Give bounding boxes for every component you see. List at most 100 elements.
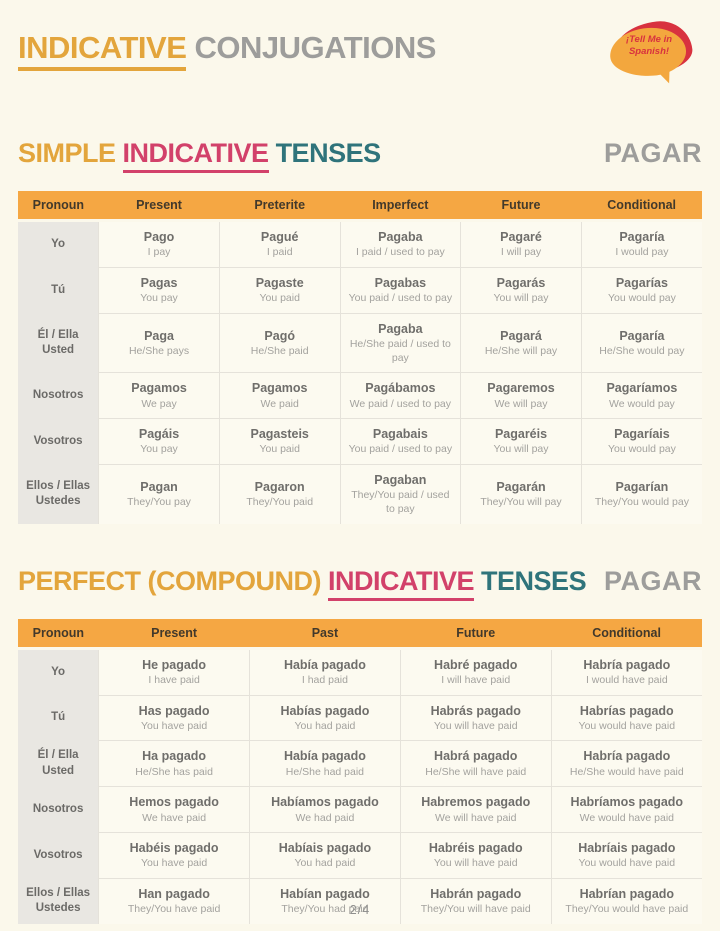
- translation-text: I will have paid: [441, 673, 511, 686]
- table-row: Él / Ella Usted Paga He/She pays Pagó He/She …: [18, 312, 702, 374]
- conjugation-cell: He pagado I have paid: [98, 648, 251, 696]
- translation-text: You pay: [140, 443, 178, 456]
- section-heading-part: INDICATIVE: [328, 566, 475, 601]
- translation-text: We paid: [260, 397, 299, 410]
- conjugation-cell: Habremos pagado We will have paid: [399, 786, 552, 834]
- translation-text: I would have paid: [585, 673, 668, 686]
- conjugation-text: Pagará: [500, 328, 542, 343]
- translation-text: They/You paid: [246, 496, 314, 509]
- conjugation-text: Pagamos: [131, 381, 187, 396]
- translation-text: You paid / used to pay: [348, 292, 453, 305]
- translation-text: They/You will pay: [480, 496, 562, 509]
- table-row: Yo He pagado I have paid Había pagado I had …: [18, 648, 702, 696]
- conjugation-cell: Pagaríais You would pay: [580, 418, 702, 466]
- conjugation-cell: Habría pagado I would have paid: [550, 648, 702, 696]
- conjugation-cell: Pagará He/She will pay: [460, 312, 582, 374]
- conjugation-cell: Habrás pagado You will have paid: [399, 694, 552, 742]
- conjugation-text: Pagaría: [619, 230, 665, 244]
- conjugation-text: Pagarán: [496, 479, 546, 494]
- conjugation-text: Habréis pagado: [428, 841, 523, 856]
- column-header: Future: [460, 191, 582, 222]
- translation-text: We have paid: [142, 811, 207, 824]
- translation-text: You would have paid: [578, 719, 676, 732]
- conjugation-text: Habrá pagado: [434, 749, 518, 764]
- conjugation-cell: Pagaba He/She paid / used to pay: [339, 312, 462, 374]
- translation-text: You had paid: [294, 719, 356, 732]
- conjugation-cell: Habrían pagado They/You would have paid: [550, 878, 702, 924]
- translation-text: You pay: [140, 292, 178, 305]
- logo-text: ¡Tell Me in Spanish!: [614, 34, 684, 58]
- translation-text: You paid: [259, 443, 300, 456]
- translation-text: He/She has paid: [135, 765, 213, 778]
- conjugation-text: Habían pagado: [280, 887, 370, 902]
- pronoun-line: Ellos / Ellas: [26, 479, 91, 492]
- table-row: Vosotros Pagáis You pay Pagasteis You paid Pa…: [18, 418, 702, 466]
- simple-tenses-section: SIMPLE INDICATIVE TENSES PAGAR Pronoun Pr…: [14, 138, 706, 524]
- conjugation-text: Habéis pagado: [129, 841, 219, 856]
- verb-label: PAGAR: [603, 565, 702, 596]
- conjugation-text: Pagábamos: [365, 381, 436, 396]
- conjugation-text: Pagarían: [615, 479, 669, 494]
- section-heading-part: PERFECT (COMPOUND): [18, 565, 322, 596]
- table-row: Tú Has pagado You have paid Habías pagado Yo…: [18, 694, 702, 742]
- conjugation-cell: Pagarías You would pay: [580, 266, 702, 314]
- conjugation-text: Pagarás: [496, 275, 546, 290]
- conjugation-text: Habrás pagado: [430, 703, 521, 718]
- conjugation-text: Pagabais: [372, 427, 428, 442]
- conjugation-cell: Pagaremos We will pay: [460, 372, 582, 420]
- conjugation-text: Habías pagado: [280, 703, 370, 718]
- translation-text: He/She paid / used to pay: [349, 338, 451, 364]
- table-header: Pronoun Present Preterite Imperfect Future Co…: [18, 191, 702, 222]
- translation-text: You would pay: [607, 443, 676, 456]
- page-title-part: INDICATIVE: [18, 30, 187, 71]
- pronoun-line: Ustedes: [35, 495, 81, 508]
- translation-text: He/She would have paid: [569, 765, 684, 778]
- translation-text: We would have paid: [579, 811, 674, 824]
- page-number: 2/4: [349, 903, 371, 917]
- translation-text: I will pay: [500, 246, 542, 259]
- conjugation-text: Pagaba: [378, 230, 423, 244]
- pronoun-line: Yo: [51, 237, 66, 250]
- translation-text: You would pay: [607, 292, 676, 305]
- conjugation-text: Hemos pagado: [129, 795, 219, 810]
- conjugation-cell: Ha pagado He/She has paid: [98, 740, 251, 788]
- pronoun-line: Tú: [51, 711, 66, 724]
- translation-text: I had paid: [301, 673, 348, 686]
- translation-text: He/She paid: [250, 344, 309, 357]
- conjugation-text: Habríais pagado: [578, 841, 676, 856]
- conjugation-text: Pagamos: [251, 381, 308, 396]
- conjugation-cell: Pagas You pay: [98, 266, 220, 314]
- pronoun-cell: Tú: [18, 267, 99, 314]
- pronoun-cell: Vosotros: [18, 418, 99, 465]
- pronoun-line: Él / Ella: [37, 328, 79, 341]
- conjugation-cell: Pago I pay: [98, 220, 220, 268]
- conjugation-cell: Pagamos We paid: [218, 372, 341, 420]
- conjugation-text: Habré pagado: [434, 657, 518, 672]
- section-heading-part: INDICATIVE: [122, 138, 269, 173]
- pronoun-line: Tú: [51, 283, 66, 296]
- section-heading-part: SIMPLE: [18, 138, 116, 168]
- translation-text: You will pay: [493, 292, 549, 305]
- translation-text: He/She had paid: [285, 765, 365, 778]
- conjugation-cell: Paga He/She pays: [98, 312, 220, 374]
- conjugation-cell: Había pagado I had paid: [249, 648, 401, 696]
- conjugation-cell: Habríamos pagado We would have paid: [550, 786, 702, 834]
- conjugation-cell: Hemos pagado We have paid: [98, 786, 251, 834]
- conjugation-cell: Pagaba I paid / used to pay: [339, 220, 462, 268]
- translation-text: I paid / used to pay: [355, 246, 445, 259]
- column-header: Preterite: [219, 191, 341, 222]
- conjugation-text: Habría pagado: [583, 657, 671, 672]
- conjugation-text: Habrían pagado: [579, 887, 675, 902]
- conjugation-cell: Pagabas You paid / used to pay: [339, 266, 462, 314]
- section-heading: PERFECT (COMPOUND) INDICATIVE TENSES: [18, 565, 587, 601]
- column-header: Imperfect: [340, 191, 461, 222]
- conjugation-text: Han pagado: [138, 887, 210, 902]
- page-header: INDICATIVE CONJUGATIONS ¡Tell Me in Span…: [14, 18, 706, 92]
- table-row: Yo Pago I pay Pagué I paid Pagaba I paid / use…: [18, 220, 702, 268]
- pronoun-cell: Yo: [18, 220, 99, 268]
- translation-text: He/She would pay: [599, 344, 685, 357]
- column-header: Present: [98, 191, 220, 222]
- translation-text: They/You have paid: [127, 903, 221, 916]
- simple-tenses-table: Pronoun Present Preterite Imperfect Future Co…: [18, 191, 702, 524]
- translation-text: You will pay: [493, 443, 549, 456]
